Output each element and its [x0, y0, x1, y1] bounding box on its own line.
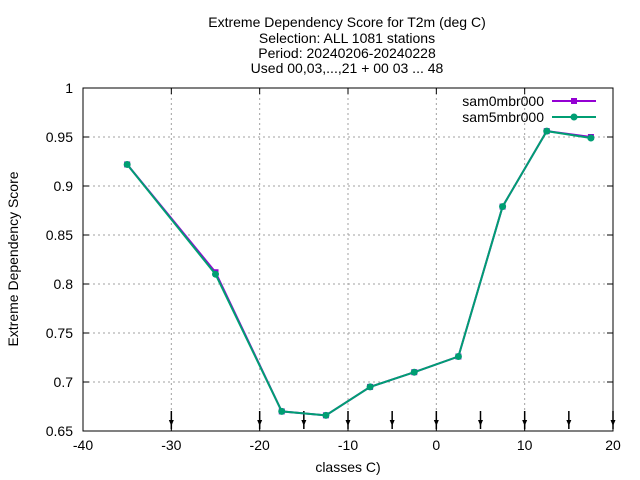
data-point-sam5mbr000	[322, 411, 330, 419]
y-axis-label: Extreme Dependency Score	[5, 171, 21, 346]
y-tick-label: 0.9	[54, 178, 74, 194]
class-marker-arrow	[257, 411, 263, 429]
data-point-sam5mbr000	[454, 353, 462, 361]
class-marker-arrow	[168, 411, 174, 429]
grid-lines	[83, 88, 613, 431]
axis-ticks: -40 -30 -20 -10 0 10 20 0.65 0.7 0.75 0.8 0.85 0.9 0.…	[46, 80, 621, 453]
y-tick-label: 0.65	[46, 423, 73, 439]
x-tick-label: -40	[73, 437, 93, 453]
y-tick-label: 0.8	[54, 276, 74, 292]
y-tick-label: 0.95	[46, 129, 73, 145]
legend-swatch-marker	[570, 113, 578, 121]
legend-entry: sam0mbr000	[462, 93, 596, 109]
chart-title: Extreme Dependency Score for T2m (deg C)…	[208, 14, 486, 76]
class-boundary-markers	[168, 411, 616, 429]
series-layer	[123, 127, 595, 419]
data-point-sam5mbr000	[278, 407, 286, 415]
chart-title-line-4: Used 00,03,...,21 + 00 03 ... 48	[251, 60, 444, 76]
class-marker-arrow	[345, 411, 351, 429]
class-marker-arrow	[389, 411, 395, 429]
y-tick-label: 0.85	[46, 227, 73, 243]
x-tick-label: -10	[338, 437, 358, 453]
data-point-sam5mbr000	[366, 383, 374, 391]
data-point-sam5mbr000	[410, 368, 418, 376]
chart-title-line-2: Selection: ALL 1081 stations	[259, 30, 435, 46]
x-tick-label: 20	[605, 437, 621, 453]
x-tick-label: -20	[250, 437, 270, 453]
series-line-sam5mbr000	[126, 130, 592, 417]
y-tick-label: 0.75	[46, 325, 73, 341]
class-marker-arrow	[566, 411, 572, 429]
x-tick-label: 0	[432, 437, 440, 453]
legend-swatch-marker	[571, 98, 577, 104]
data-point-sam5mbr000	[212, 270, 219, 278]
chart-title-line-1: Extreme Dependency Score for T2m (deg C)	[208, 14, 486, 30]
data-point-sam5mbr000	[499, 203, 507, 211]
y-tick-label: 0.7	[54, 374, 74, 390]
legend-label: sam0mbr000	[462, 93, 544, 109]
class-marker-arrow	[478, 411, 483, 429]
data-point-sam5mbr000	[123, 160, 131, 168]
class-marker-arrow	[610, 411, 616, 429]
legend-label: sam5mbr000	[462, 109, 544, 125]
data-point-sam5mbr000	[543, 127, 551, 135]
y-tick-label: 1	[65, 80, 73, 96]
data-point-sam5mbr000	[587, 134, 595, 142]
class-marker-arrow	[522, 411, 528, 429]
class-marker-arrow	[433, 411, 439, 429]
chart-title-line-3: Period: 20240206-20240228	[258, 45, 436, 61]
x-axis-label: classes C)	[315, 459, 380, 475]
x-tick-label: -30	[161, 437, 181, 453]
x-tick-label: 10	[517, 437, 533, 453]
legend-entry: sam5mbr000	[462, 109, 596, 125]
